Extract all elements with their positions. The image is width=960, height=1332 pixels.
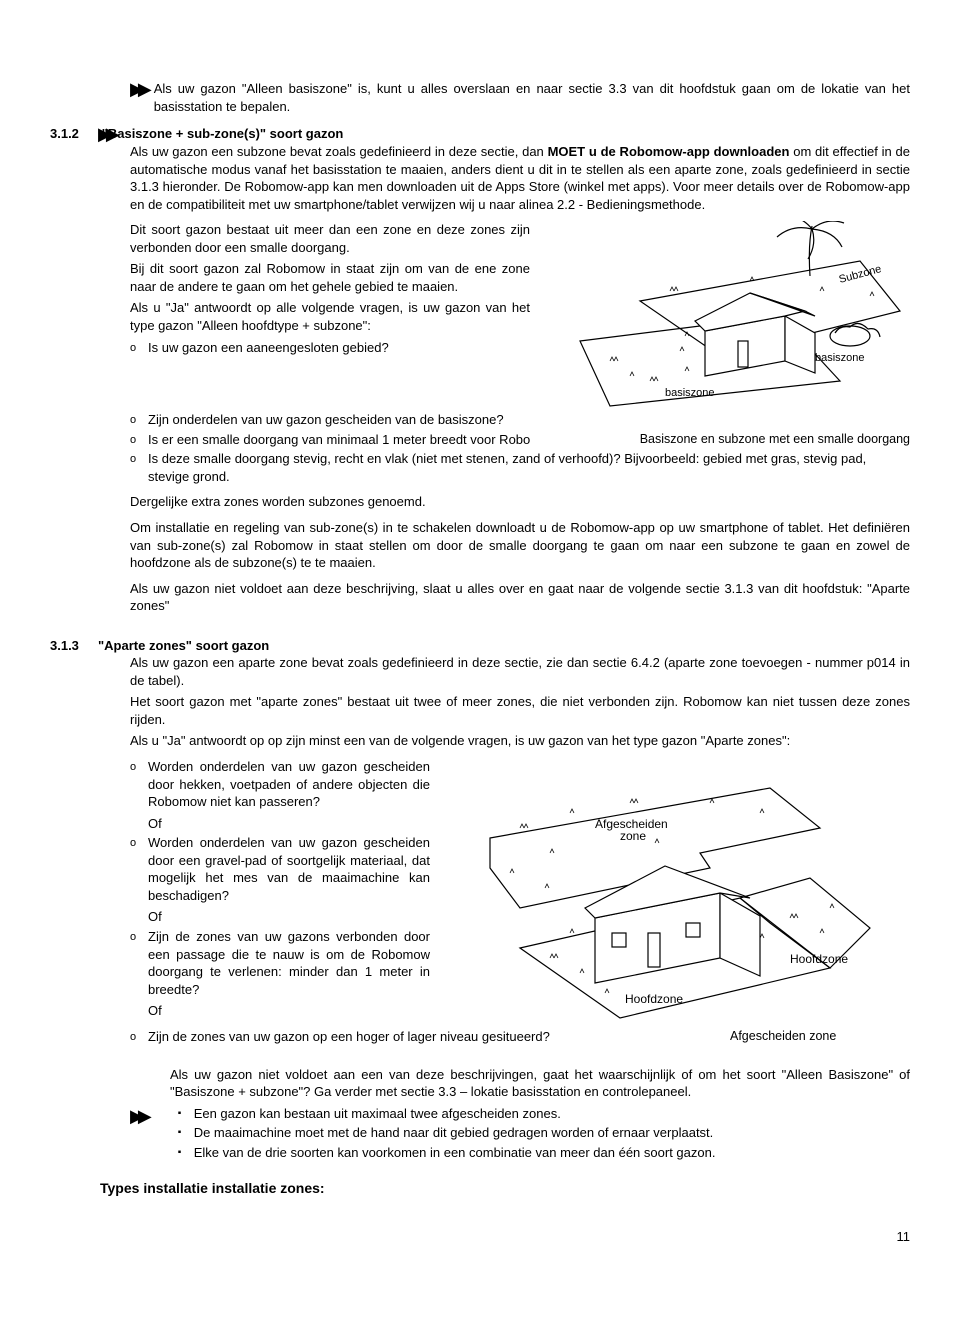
list-item: Is uw gazon een aaneengesloten gebied? [130, 339, 530, 357]
subzone-label: Subzone [838, 263, 883, 286]
hoofdzone-label-1: Hoofdzone [625, 992, 683, 1006]
top-note: Als uw gazon "Alleen basiszone" is, kunt… [154, 80, 910, 115]
section-number: 3.1.2 [50, 125, 98, 143]
fast-forward-icon: ▶▶ [130, 1107, 146, 1125]
section-title: "Aparte zones" soort gazon [98, 637, 269, 655]
sec312-p4: Als u "Ja" antwoordt op alle volgende vr… [130, 299, 530, 334]
sec313-p3: Als u "Ja" antwoordt op op zijn minst ee… [130, 732, 910, 750]
svg-text:zone: zone [620, 829, 646, 843]
basiszone-label-2: basiszone [815, 352, 865, 364]
sec312-questions: Is uw gazon een aaneengesloten gebied? [130, 339, 530, 357]
list-item: Is deze smalle doorgang stevig, recht en… [130, 450, 910, 485]
list-item: Zijn de zones van uw gazon op een hoger … [130, 1028, 730, 1046]
list-item: De maaimachine moet met de hand naar dit… [170, 1124, 910, 1142]
section-313-heading: 3.1.3 "Aparte zones" soort gazon [50, 637, 910, 655]
sec312-p3: Bij dit soort gazon zal Robomow in staat… [130, 260, 530, 295]
list-item: Zijn onderdelen van uw gazon gescheiden … [130, 411, 910, 429]
sec312-questions-cont: Zijn onderdelen van uw gazon gescheiden … [130, 411, 910, 429]
section-number: 3.1.3 [50, 637, 98, 655]
sec313-questions: Worden onderdelen van uw gazon gescheide… [130, 758, 430, 1020]
sec312-p2: Dit soort gazon bestaat uit meer dan een… [130, 221, 530, 256]
separate-zones-diagram: Afgescheiden zone Hoofdzone Hoofdzone [450, 758, 880, 1028]
types-heading: Types installatie installatie zones: [100, 1179, 910, 1198]
sec313-p2: Het soort gazon met "aparte zones" besta… [130, 693, 910, 728]
sec312-p5: Dergelijke extra zones worden subzones g… [130, 493, 910, 511]
sec312-p6: Om installatie en regeling van sub-zone(… [130, 519, 910, 572]
afgescheiden-label-2: Afgescheiden zone [730, 1028, 910, 1045]
page-number: 11 [50, 1228, 910, 1246]
sec313-footer-p1: Als uw gazon niet voldoet aan een van de… [170, 1066, 910, 1101]
list-item: Een gazon kan bestaan uit maximaal twee … [170, 1105, 910, 1123]
fast-forward-icon: ▶▶ [130, 80, 146, 98]
hoofdzone-label-2: Hoofdzone [790, 952, 848, 966]
basiszone-label-1: basiszone [665, 387, 715, 399]
list-item: Zijn de zones van uw gazons verbonden do… [130, 928, 430, 1020]
list-item: Elke van de drie soorten kan voorkomen i… [170, 1144, 910, 1162]
subzone-diagram: Subzone basiszone basiszone [550, 221, 910, 411]
section-title: "Basiszone + sub-zone(s)" soort gazon [102, 125, 344, 143]
footer-bullets: Een gazon kan bestaan uit maximaal twee … [170, 1105, 910, 1164]
sec313-p1: Als uw gazon een aparte zone bevat zoals… [130, 654, 910, 689]
diagram-caption: Basiszone en subzone met een smalle door… [640, 431, 910, 448]
list-item: Worden onderdelen van uw gazon gescheide… [130, 834, 430, 926]
section-312-heading: 3.1.2 ▶▶ "Basiszone + sub-zone(s)" soort… [50, 125, 910, 143]
list-item: Worden onderdelen van uw gazon gescheide… [130, 758, 430, 832]
sec312-p7: Als uw gazon niet voldoet aan deze besch… [130, 580, 910, 615]
sec312-p1: Als uw gazon een subzone bevat zoals ged… [130, 143, 910, 213]
